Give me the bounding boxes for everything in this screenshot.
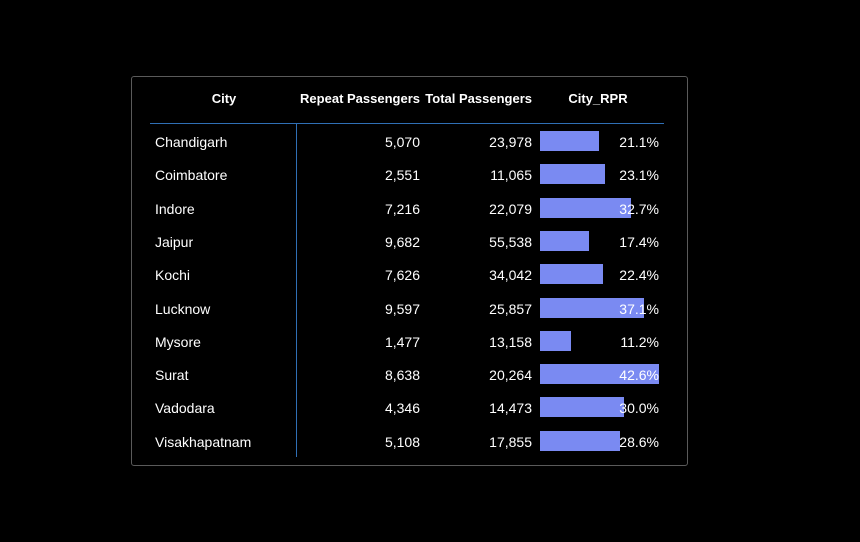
cell-city: Kochi bbox=[155, 267, 191, 284]
cell-city-rpr: 23.1% bbox=[619, 167, 659, 184]
header-city-rpr[interactable]: City_RPR bbox=[568, 91, 628, 106]
table-row[interactable]: Kochi 7,626 34,042 22.4% bbox=[150, 258, 664, 291]
header-city[interactable]: City bbox=[211, 91, 237, 106]
cell-repeat-passengers: 9,682 bbox=[384, 233, 420, 250]
table-row[interactable]: Jaipur 9,682 55,538 17.4% bbox=[150, 225, 664, 258]
cell-city: Surat bbox=[155, 367, 189, 384]
cell-city: Visakhapatnam bbox=[155, 433, 252, 450]
cell-city-rpr: 28.6% bbox=[619, 433, 659, 450]
cell-total-passengers: 14,473 bbox=[489, 400, 532, 417]
rpr-data-bar bbox=[540, 297, 644, 318]
header-total-passengers[interactable]: Total Passengers bbox=[425, 91, 532, 106]
cell-city-rpr: 21.1% bbox=[619, 134, 659, 150]
cell-city: Lucknow bbox=[155, 300, 211, 317]
cell-total-passengers: 55,538 bbox=[489, 233, 532, 250]
cell-repeat-passengers: 4,346 bbox=[384, 400, 420, 417]
rpr-data-bar bbox=[540, 197, 632, 218]
cell-repeat-passengers: 8,638 bbox=[384, 367, 420, 384]
cell-repeat-passengers: 7,216 bbox=[384, 200, 420, 217]
rpr-data-bar bbox=[540, 330, 572, 351]
cell-city: Chandigarh bbox=[155, 134, 228, 150]
cell-city: Vadodara bbox=[155, 400, 215, 417]
cell-repeat-passengers: 5,070 bbox=[384, 134, 420, 150]
cell-total-passengers: 11,065 bbox=[490, 167, 532, 184]
cell-total-passengers: 20,264 bbox=[489, 367, 532, 384]
rpr-data-bar bbox=[540, 397, 624, 418]
table-row[interactable]: Vadodara 4,346 14,473 30.0% bbox=[150, 391, 664, 424]
cell-repeat-passengers: 7,626 bbox=[384, 267, 420, 284]
cell-city-rpr: 30.0% bbox=[619, 400, 659, 417]
cell-city-rpr: 37.1% bbox=[619, 300, 659, 317]
rpr-data-bar bbox=[540, 364, 659, 385]
table-row[interactable]: Chandigarh 5,070 23,978 21.1% bbox=[150, 125, 664, 158]
cell-city-rpr: 17.4% bbox=[619, 233, 659, 250]
cell-repeat-passengers: 1,477 bbox=[384, 333, 420, 350]
cell-city: Coimbatore bbox=[155, 167, 228, 184]
table-header: City Repeat Passengers Total Passengers … bbox=[150, 77, 664, 124]
header-repeat-passengers[interactable]: Repeat Passengers bbox=[300, 91, 420, 106]
cell-repeat-passengers: 9,597 bbox=[384, 300, 420, 317]
cell-city: Jaipur bbox=[155, 233, 194, 250]
rpr-data-bar bbox=[540, 264, 603, 285]
cell-total-passengers: 23,978 bbox=[489, 134, 532, 150]
rpr-data-bar bbox=[540, 230, 589, 251]
rpr-data-bar bbox=[540, 430, 620, 451]
cell-total-passengers: 25,857 bbox=[489, 300, 532, 317]
cell-repeat-passengers: 2,551 bbox=[384, 167, 420, 184]
table-row[interactable]: Visakhapatnam 5,108 17,855 28.6% bbox=[150, 425, 664, 458]
rpr-data-bar bbox=[540, 131, 599, 151]
table-row[interactable]: Indore 7,216 22,079 32.7% bbox=[150, 192, 664, 225]
column-divider bbox=[296, 124, 297, 457]
cell-city: Mysore bbox=[155, 333, 201, 350]
table-body: Chandigarh 5,070 23,978 21.1% Coimbatore 2,55… bbox=[150, 124, 664, 457]
city-rpr-table: City Repeat Passengers Total Passengers … bbox=[150, 77, 664, 457]
cell-total-passengers: 17,855 bbox=[489, 433, 532, 450]
cell-city: Indore bbox=[155, 200, 195, 217]
cell-total-passengers: 13,158 bbox=[489, 333, 532, 350]
table-row[interactable]: Mysore 1,477 13,158 11.2% bbox=[150, 325, 664, 358]
table-row[interactable]: Surat 8,638 20,264 42.6% bbox=[150, 358, 664, 391]
cell-city-rpr: 42.6% bbox=[619, 367, 659, 384]
cell-city-rpr: 22.4% bbox=[619, 267, 659, 284]
rpr-data-bar bbox=[540, 164, 605, 185]
cell-total-passengers: 34,042 bbox=[489, 267, 532, 284]
cell-total-passengers: 22,079 bbox=[489, 200, 532, 217]
cell-city-rpr: 32.7% bbox=[619, 200, 659, 217]
table-visual: City Repeat Passengers Total Passengers … bbox=[131, 76, 688, 466]
cell-repeat-passengers: 5,108 bbox=[384, 433, 420, 450]
table-row[interactable]: Coimbatore 2,551 11,065 23.1% bbox=[150, 158, 664, 191]
table-row[interactable]: Lucknow 9,597 25,857 37.1% bbox=[150, 292, 664, 325]
cell-city-rpr: 11.2% bbox=[620, 333, 659, 350]
